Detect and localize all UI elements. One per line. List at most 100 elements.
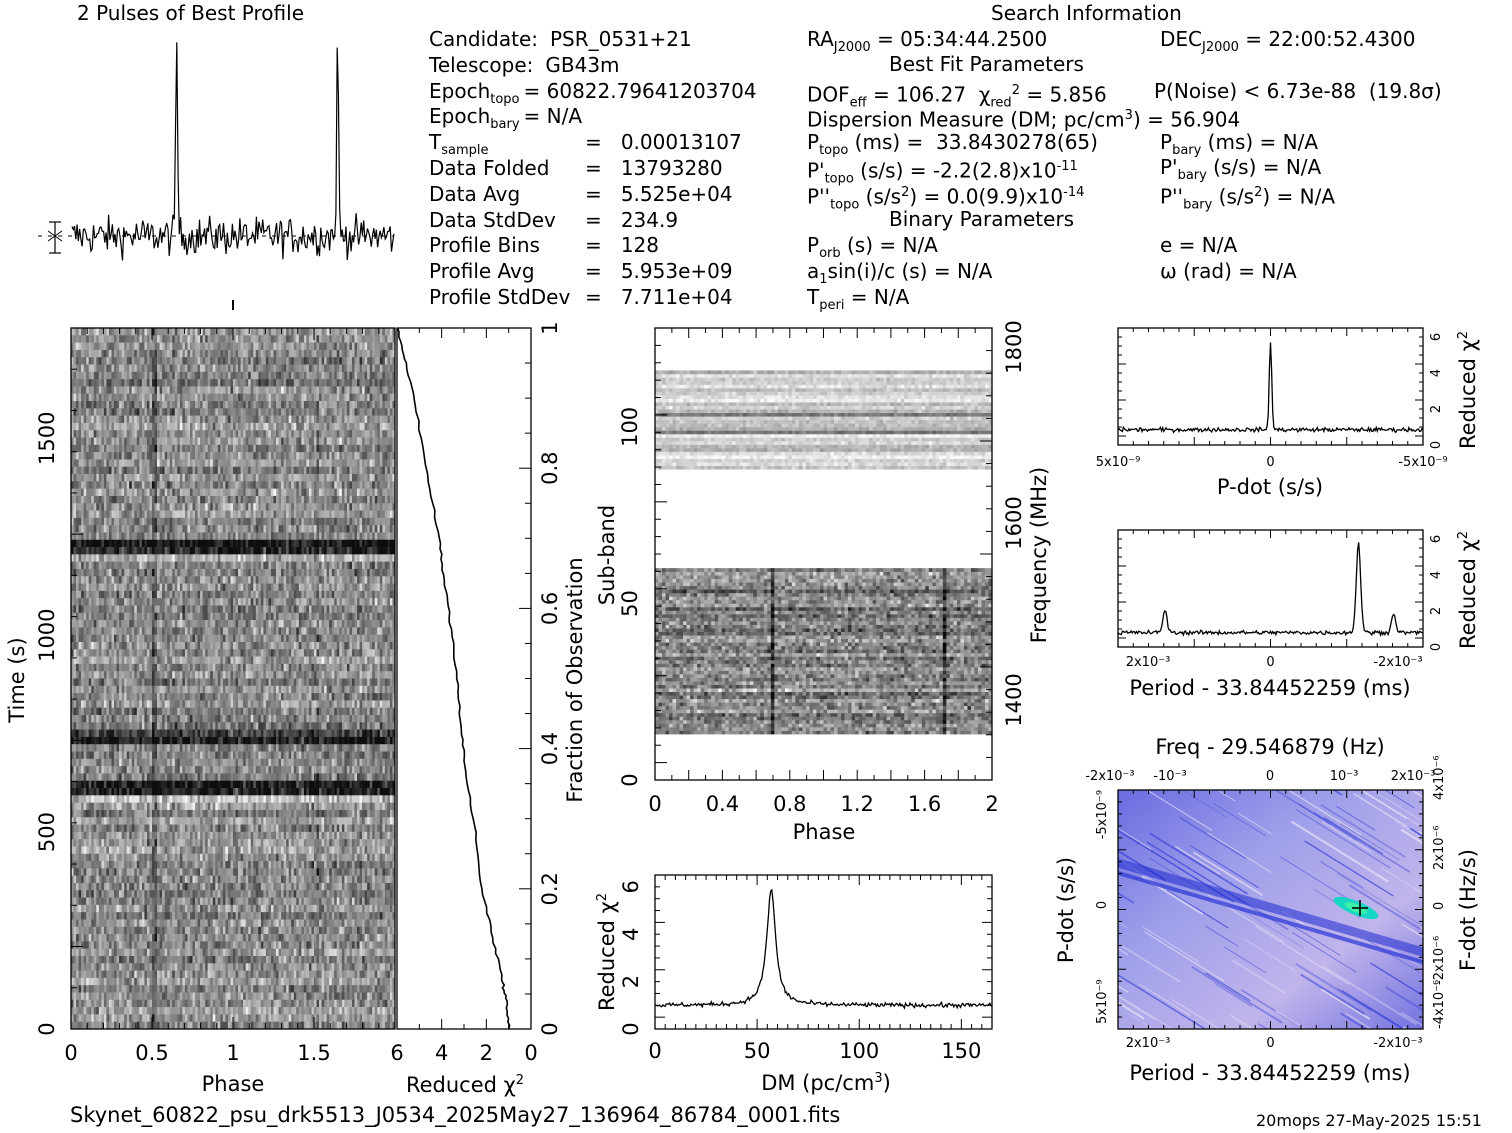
time-phase-cell (342, 598, 345, 606)
time-phase-cell (311, 459, 314, 467)
time-phase-cell (165, 591, 168, 599)
time-phase-cell (124, 503, 127, 511)
time-phase-cell (205, 547, 208, 555)
time-phase-cell (375, 474, 378, 482)
time-phase-cell (74, 598, 77, 606)
time-phase-cell (268, 408, 271, 416)
time-phase-cell (89, 401, 92, 409)
time-phase-cell (114, 423, 117, 431)
time-phase-cell (99, 445, 102, 453)
time-phase-cell (228, 547, 231, 555)
time-phase-cell (301, 598, 304, 606)
time-phase-cell (114, 343, 117, 351)
time-phase-cell (370, 350, 373, 358)
time-phase-cell (198, 540, 201, 548)
time-phase-cell (317, 591, 320, 599)
time-phase-cell (155, 423, 158, 431)
time-phase-cell (317, 576, 320, 584)
time-phase-cell (218, 562, 221, 570)
time-phase-cell (218, 467, 221, 475)
time-phase-cell (220, 343, 223, 351)
time-phase-cell (382, 481, 385, 489)
time-phase-cell (182, 438, 185, 446)
time-phase-cell (180, 343, 183, 351)
time-phase-cell (357, 584, 360, 592)
time-phase-cell (256, 394, 259, 402)
time-phase-cell (124, 386, 127, 394)
time-phase-cell (114, 467, 117, 475)
time-phase-cell (190, 584, 193, 592)
time-phase-cell (349, 452, 352, 460)
time-phase-cell (360, 525, 363, 533)
time-phase-cell (205, 423, 208, 431)
time-phase-cell (96, 525, 99, 533)
time-phase-cell (299, 343, 302, 351)
time-phase-cell (263, 394, 266, 402)
time-phase-cell (248, 343, 251, 351)
time-phase-cell (322, 365, 325, 373)
time-phase-cell (109, 379, 112, 387)
time-phase-cell (218, 489, 221, 497)
time-phase-cell (314, 569, 317, 577)
time-phase-cell (160, 554, 163, 562)
time-phase-cell (157, 547, 160, 555)
time-phase-cell (149, 343, 152, 351)
time-phase-cell (319, 438, 322, 446)
time-phase-cell (101, 496, 104, 504)
time-phase-cell (385, 423, 388, 431)
time-phase-cell (251, 554, 254, 562)
time-phase-cell (334, 584, 337, 592)
time-phase-cell (357, 430, 360, 438)
time-phase-cell (317, 467, 320, 475)
time-phase-cell (106, 408, 109, 416)
time-phase-cell (380, 452, 383, 460)
time-phase-cell (155, 445, 158, 453)
time-phase-cell (349, 562, 352, 570)
time-phase-cell (177, 591, 180, 599)
time-phase-cell (182, 372, 185, 380)
time-phase-cell (306, 489, 309, 497)
time-phase-cell (220, 489, 223, 497)
time-phase-cell (274, 445, 277, 453)
time-phase-cell (91, 481, 94, 489)
time-phase-cell (382, 357, 385, 365)
time-phase-cell (279, 467, 282, 475)
time-phase-cell (117, 379, 120, 387)
time-phase-cell (367, 598, 370, 606)
time-phase-cell (220, 591, 223, 599)
time-phase-cell (319, 372, 322, 380)
time-phase-cell (205, 562, 208, 570)
time-phase-cell (329, 357, 332, 365)
time-phase-cell (165, 584, 168, 592)
time-phase-cell (349, 584, 352, 592)
time-phase-cell (251, 328, 254, 336)
time-phase-cell (225, 540, 228, 548)
time-phase-cell (284, 335, 287, 343)
time-phase-cell (284, 525, 287, 533)
time-phase-cell (89, 394, 92, 402)
time-phase-cell (139, 445, 142, 453)
time-phase-cell (177, 394, 180, 402)
time-phase-cell (114, 511, 117, 519)
time-phase-cell (355, 554, 358, 562)
time-phase-cell (198, 532, 201, 540)
time-phase-cell (365, 547, 368, 555)
time-phase-cell (266, 343, 269, 351)
time-phase-cell (114, 481, 117, 489)
time-phase-cell (324, 459, 327, 467)
time-phase-cell (157, 562, 160, 570)
time-phase-cell (327, 511, 330, 519)
time-phase-cell (172, 372, 175, 380)
time-phase-cell (74, 467, 77, 475)
time-phase-cell (122, 591, 125, 599)
time-phase-cell (106, 452, 109, 460)
time-phase-cell (149, 569, 152, 577)
time-phase-cell (132, 496, 135, 504)
time-phase-cell (248, 503, 251, 511)
time-phase-cell (233, 357, 236, 365)
time-phase-cell (370, 328, 373, 336)
time-phase-cell (268, 357, 271, 365)
time-phase-cell (276, 386, 279, 394)
time-phase-cell (167, 525, 170, 533)
time-phase-cell (314, 474, 317, 482)
